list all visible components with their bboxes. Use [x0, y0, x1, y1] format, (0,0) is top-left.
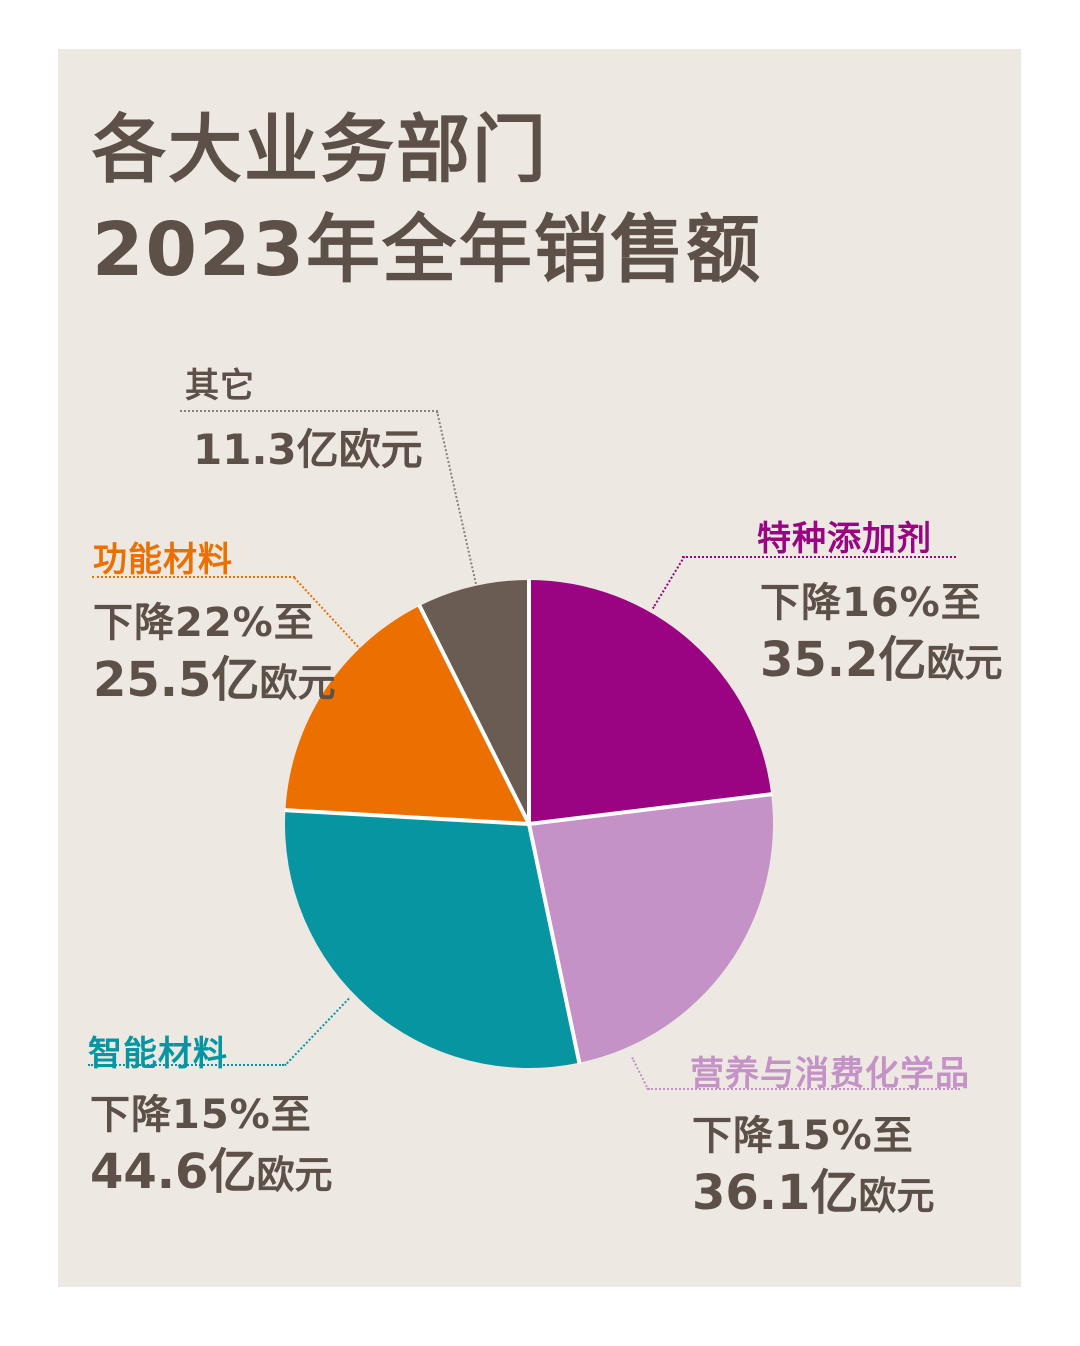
pie-slice-divider — [527, 823, 582, 1065]
segment-label-functional-materials: 功能材料 — [93, 540, 233, 580]
pie-slice-divider — [417, 604, 531, 825]
pie-slice-divider — [528, 792, 773, 826]
segment-value-specialty-amount: 35.2亿 — [760, 632, 927, 688]
leader-line-nutrition-horizontal — [648, 1088, 960, 1090]
segment-label-specialty-additives: 特种添加剂 — [757, 519, 932, 559]
leader-line-other-horizontal — [180, 410, 438, 412]
pie-slice-功能材料 — [285, 605, 529, 824]
chart-title-line1: 各大业务部门 — [92, 107, 548, 193]
chart-title-line2: 2023年全年销售额 — [92, 207, 762, 293]
leader-line-smart-horizontal — [88, 1064, 284, 1066]
segment-value-smart-unit: 欧元 — [256, 1153, 333, 1197]
segment-value-nutrition-unit: 欧元 — [858, 1174, 935, 1218]
leader-line-functional-horizontal — [92, 576, 295, 578]
pie-chart-container — [283, 578, 775, 1070]
segment-value-smart-amount: 44.6亿 — [90, 1144, 257, 1200]
segment-value-nutrition-consumer: 36.1亿欧元 — [692, 1153, 934, 1223]
segment-value-nutrition-amount: 36.1亿 — [692, 1165, 859, 1221]
segment-value-other-text: 11.3亿欧元 — [193, 425, 423, 474]
segment-value-functional-unit: 欧元 — [259, 661, 336, 705]
chart-title: 各大业务部门 2023年全年销售额 — [92, 100, 762, 300]
segment-label-smart-materials: 智能材料 — [88, 1034, 228, 1074]
segment-change-functional-materials: 下降22%至 — [93, 600, 315, 646]
pie-slice-智能材料 — [284, 810, 580, 1068]
segment-change-specialty-additives: 下降16%至 — [760, 580, 982, 626]
pie-slice-特种添加剂 — [529, 580, 772, 824]
segment-change-smart-materials: 下降15%至 — [90, 1092, 312, 1138]
segment-value-other: 11.3亿欧元 — [193, 416, 423, 477]
pie-slice-divider — [284, 808, 530, 826]
segment-label-nutrition-consumer: 营养与消费化学品 — [690, 1054, 970, 1094]
segment-value-functional-materials: 25.5亿欧元 — [93, 640, 335, 710]
segment-value-functional-amount: 25.5亿 — [93, 652, 260, 708]
segment-change-nutrition-consumer: 下降15%至 — [692, 1113, 914, 1159]
segment-label-other: 其它 — [185, 366, 255, 406]
pie-slice-营养与消费化学品 — [529, 794, 773, 1063]
segment-value-specialty-additives: 35.2亿欧元 — [760, 620, 1002, 690]
segment-value-specialty-unit: 欧元 — [926, 641, 1003, 685]
pie-slice-其它 — [419, 580, 529, 824]
leader-line-specialty-horizontal — [682, 556, 956, 558]
pie-chart — [284, 579, 773, 1068]
segment-value-smart-materials: 44.6亿欧元 — [90, 1132, 332, 1202]
